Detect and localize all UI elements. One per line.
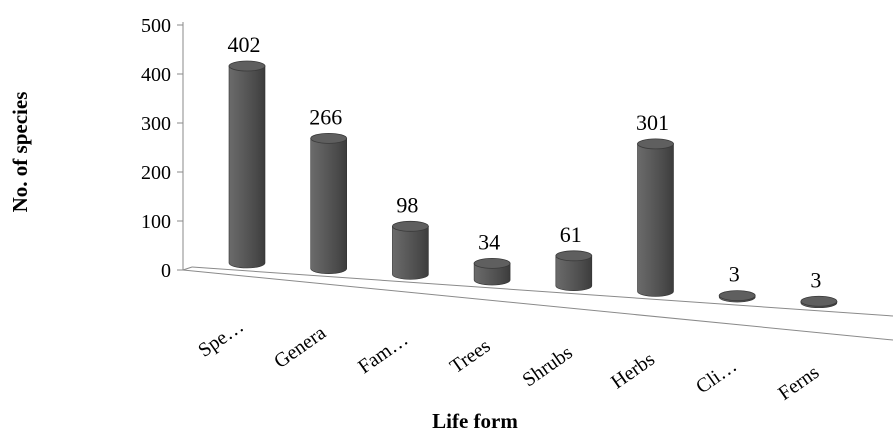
bars	[228, 60, 838, 309]
y-axis-title: No. of species	[8, 92, 32, 213]
floor-left-edge	[182, 266, 193, 271]
bar-top	[637, 138, 674, 150]
x-tick-label: Trees	[446, 335, 495, 378]
x-tick-label: Spe…	[194, 315, 248, 362]
x-tick-label: Cli…	[692, 355, 741, 399]
bar-top	[800, 295, 838, 307]
bar	[310, 132, 348, 274]
bar-body	[228, 65, 266, 269]
y-tick-label: 100	[141, 211, 171, 233]
y-tick-label: 500	[141, 15, 171, 37]
bar	[800, 295, 838, 309]
x-tick-label: Genera	[270, 322, 330, 373]
bar-body	[310, 138, 347, 274]
bar-top	[228, 60, 266, 72]
x-tick-label: Ferns	[774, 361, 823, 405]
axes	[182, 22, 893, 341]
x-axis-tick-labels: Spe… Genera Fam… Trees Shrubs Herbs Cli… Ferns	[194, 315, 823, 405]
data-label: 98	[396, 192, 418, 217]
bar-body	[392, 226, 429, 280]
bar	[637, 138, 674, 297]
x-tick-label: Shrubs	[519, 341, 577, 391]
bar-body	[473, 263, 511, 286]
x-tick-label: Herbs	[607, 348, 659, 394]
bar-top	[718, 290, 756, 301]
bar-top	[473, 257, 511, 269]
bar-top	[391, 220, 429, 232]
bar-top	[555, 250, 593, 262]
bar-body	[637, 143, 674, 297]
y-tick-label: 300	[141, 113, 171, 135]
data-label: 61	[560, 222, 582, 247]
bar	[718, 290, 756, 303]
data-label: 266	[309, 104, 342, 129]
x-axis-line	[182, 269, 893, 341]
x-axis-title: Life form	[432, 409, 518, 433]
y-tick-label: 400	[141, 64, 171, 86]
bar	[473, 257, 511, 286]
bar-body	[555, 255, 593, 292]
y-tick-label: 200	[141, 162, 171, 184]
data-label: 3	[810, 267, 821, 292]
bar	[228, 60, 266, 269]
data-label: 3	[729, 262, 740, 287]
x-tick-label: Fam…	[354, 328, 412, 378]
bar	[555, 250, 593, 292]
bar	[391, 220, 429, 280]
data-label: 402	[228, 32, 261, 57]
data-labels: 402 266 98 34 61 301 3 3	[228, 32, 822, 292]
y-tick-label: 0	[161, 260, 171, 282]
data-label: 301	[636, 110, 669, 135]
floor-back-edge	[191, 266, 893, 317]
data-label: 34	[478, 229, 500, 254]
bar-top	[310, 132, 348, 144]
y-axis-ticks: 0 100 200 300 400 500	[141, 15, 183, 282]
